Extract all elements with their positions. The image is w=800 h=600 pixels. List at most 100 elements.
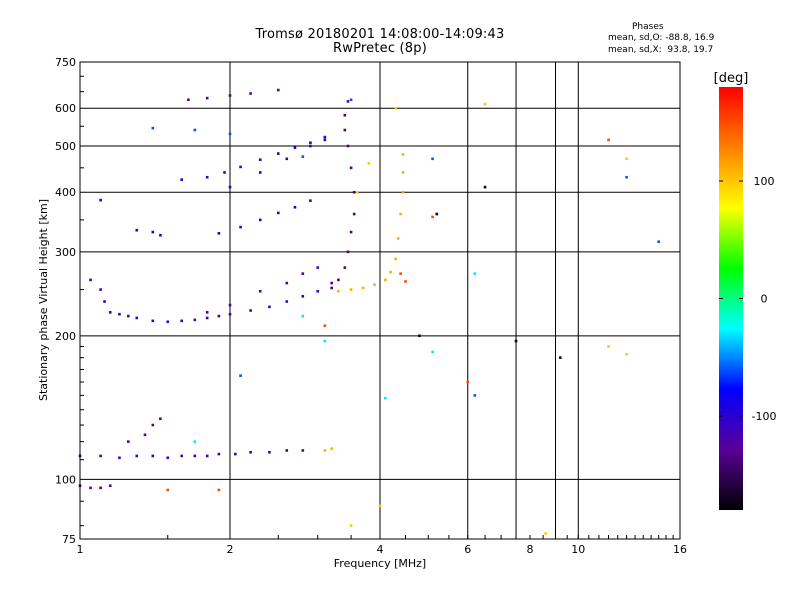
data-point bbox=[99, 198, 102, 202]
data-point bbox=[349, 288, 353, 291]
y-tick-label: 500 bbox=[55, 140, 76, 153]
data-point bbox=[301, 295, 305, 298]
data-point bbox=[193, 318, 197, 322]
data-point bbox=[349, 524, 353, 527]
y-tick-label: 100 bbox=[55, 473, 76, 486]
data-point bbox=[118, 456, 121, 460]
data-point bbox=[135, 316, 139, 320]
data-point bbox=[558, 356, 562, 359]
data-point bbox=[151, 126, 155, 130]
data-point bbox=[293, 146, 297, 149]
data-point bbox=[118, 312, 121, 316]
data-point bbox=[249, 450, 252, 454]
data-point bbox=[99, 288, 102, 291]
data-point bbox=[151, 319, 155, 323]
y-tick-label: 750 bbox=[55, 56, 76, 69]
phases-heading: Phases bbox=[632, 22, 664, 32]
y-tick-label: 400 bbox=[55, 186, 76, 199]
data-point bbox=[384, 396, 387, 400]
data-point bbox=[323, 449, 327, 452]
x-tick-label: 2 bbox=[227, 543, 234, 556]
data-point bbox=[483, 102, 487, 106]
data-point bbox=[352, 190, 356, 194]
y-tick-label: 600 bbox=[55, 102, 76, 115]
data-point bbox=[349, 98, 353, 102]
data-points bbox=[78, 88, 660, 535]
data-point bbox=[361, 286, 365, 290]
data-point bbox=[166, 456, 170, 460]
data-point bbox=[431, 215, 434, 219]
data-point bbox=[309, 144, 312, 148]
data-point bbox=[239, 225, 242, 229]
data-point bbox=[401, 171, 405, 174]
data-point bbox=[343, 128, 347, 132]
x-tick-label: 1 bbox=[77, 543, 84, 556]
data-point bbox=[323, 324, 327, 328]
data-point bbox=[159, 417, 162, 421]
data-point bbox=[180, 454, 184, 458]
data-point bbox=[258, 158, 262, 161]
phase-stats-x: mean, sd,X: 93.8, 19.7 bbox=[608, 45, 714, 55]
colorbar-tick-label: 100 bbox=[754, 175, 775, 188]
data-point bbox=[401, 153, 405, 156]
data-point bbox=[389, 270, 392, 274]
data-point bbox=[323, 135, 327, 139]
data-point bbox=[625, 352, 628, 356]
data-point bbox=[217, 232, 221, 235]
data-point bbox=[159, 233, 162, 237]
data-point bbox=[330, 286, 334, 290]
data-point bbox=[205, 175, 209, 179]
y-tick-label: 300 bbox=[55, 246, 76, 259]
data-point bbox=[108, 311, 112, 314]
data-point bbox=[276, 88, 280, 92]
data-point bbox=[205, 311, 209, 314]
data-point bbox=[135, 454, 139, 458]
data-point bbox=[394, 106, 397, 110]
data-point bbox=[330, 281, 334, 285]
x-tick-label: 16 bbox=[673, 543, 687, 556]
data-point bbox=[431, 350, 434, 354]
data-point bbox=[193, 454, 197, 458]
colorbar-tick-label: 0 bbox=[761, 293, 768, 306]
data-point bbox=[396, 237, 400, 240]
data-point bbox=[514, 339, 518, 343]
data-point bbox=[657, 240, 660, 244]
data-point bbox=[166, 488, 170, 492]
data-point bbox=[349, 230, 353, 234]
data-point bbox=[285, 157, 289, 161]
data-point bbox=[99, 454, 102, 458]
data-point bbox=[268, 305, 271, 309]
data-point bbox=[258, 171, 262, 174]
chart-subtitle: RwPretec (8p) bbox=[333, 41, 427, 56]
data-point bbox=[301, 155, 305, 158]
data-point bbox=[89, 278, 92, 282]
data-point bbox=[217, 488, 221, 492]
x-axis-label: Frequency [MHz] bbox=[334, 557, 426, 570]
data-point bbox=[301, 272, 305, 275]
data-point bbox=[180, 178, 184, 181]
data-point bbox=[258, 289, 262, 293]
data-point bbox=[316, 289, 320, 293]
x-axis-ticks: 1 2 4 6 8 10 16 bbox=[77, 535, 687, 556]
data-point bbox=[301, 314, 305, 318]
data-point bbox=[151, 230, 155, 234]
data-point bbox=[205, 316, 209, 320]
data-point bbox=[151, 423, 155, 427]
data-point bbox=[323, 339, 327, 343]
data-point bbox=[404, 280, 407, 283]
data-point bbox=[435, 212, 439, 216]
data-point bbox=[217, 314, 221, 318]
data-point bbox=[249, 309, 252, 312]
data-point bbox=[607, 345, 610, 348]
data-point bbox=[544, 532, 547, 535]
data-point bbox=[108, 484, 112, 488]
data-point bbox=[346, 250, 350, 254]
data-point bbox=[343, 266, 347, 269]
data-point bbox=[473, 394, 477, 397]
y-axis-label: Stationary phase Virtual Height [km] bbox=[37, 199, 50, 401]
data-point bbox=[187, 98, 190, 102]
data-point bbox=[285, 281, 289, 285]
colorbar-label: [deg] bbox=[714, 71, 749, 86]
data-point bbox=[367, 161, 371, 165]
